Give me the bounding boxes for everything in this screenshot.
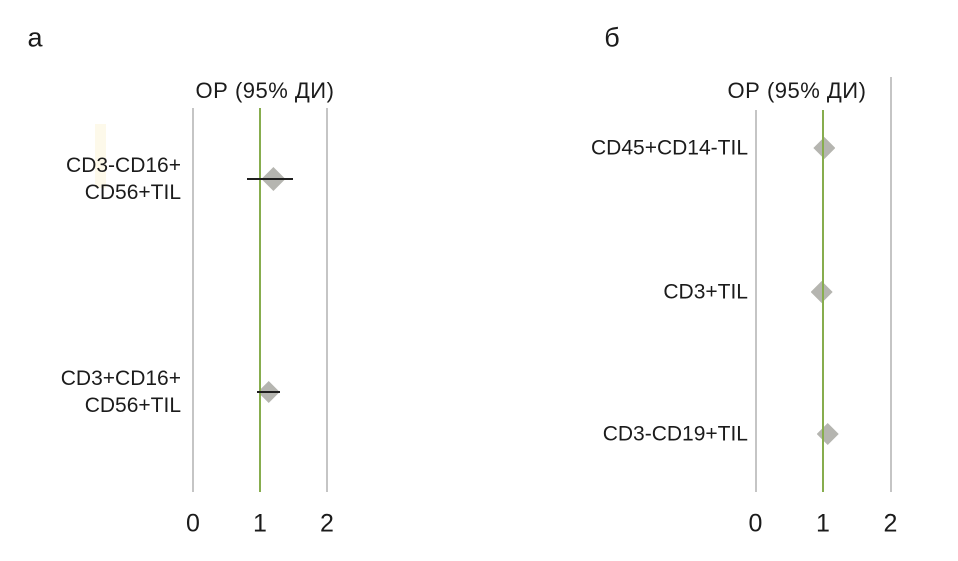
- panel-label-a: а: [27, 22, 43, 53]
- gridline: [192, 108, 194, 492]
- axis-title: ОР (95% ДИ): [195, 78, 335, 103]
- row-label-line: CD3+CD16+: [60, 367, 181, 390]
- gridline: [889, 77, 892, 492]
- or-point-marker: [810, 281, 833, 303]
- gridline: [754, 110, 757, 492]
- panel-label-b: б: [604, 22, 620, 53]
- reference-line: [821, 110, 825, 492]
- x-tick-label: 2: [883, 509, 898, 538]
- gridline: [326, 108, 328, 492]
- ci-bar: [246, 178, 294, 180]
- reference-line: [258, 108, 262, 492]
- row-label: CD45+CD14-TIL: [591, 135, 748, 162]
- row-label: CD3+TIL: [663, 279, 748, 306]
- row-label-line: CD56+TIL: [84, 181, 181, 204]
- x-tick-label: 1: [816, 509, 830, 538]
- row-label: CD3-CD19+TIL: [603, 421, 748, 448]
- row-label: CD3+CD16+ CD56+TIL: [61, 365, 181, 419]
- row-label: CD3-CD16+ CD56+TIL: [66, 152, 181, 206]
- x-tick-label: 1: [253, 509, 267, 538]
- row-label-line: CD3+TIL: [663, 280, 748, 304]
- row-label-line: CD56+TIL: [84, 394, 181, 417]
- or-point-marker: [813, 137, 836, 159]
- scan-artifact: [95, 124, 106, 188]
- ci-bar: [257, 391, 281, 393]
- axis-title: ОР (95% ДИ): [727, 78, 867, 103]
- row-label-line: CD3-CD19+TIL: [602, 422, 748, 446]
- row-label-line: CD3-CD16+: [66, 154, 181, 177]
- x-tick-label: 2: [320, 509, 334, 538]
- or-point-marker: [816, 423, 839, 445]
- x-tick-label: 0: [186, 509, 200, 538]
- row-label-line: CD45+CD14-TIL: [591, 136, 748, 160]
- x-tick-label: 0: [748, 509, 763, 538]
